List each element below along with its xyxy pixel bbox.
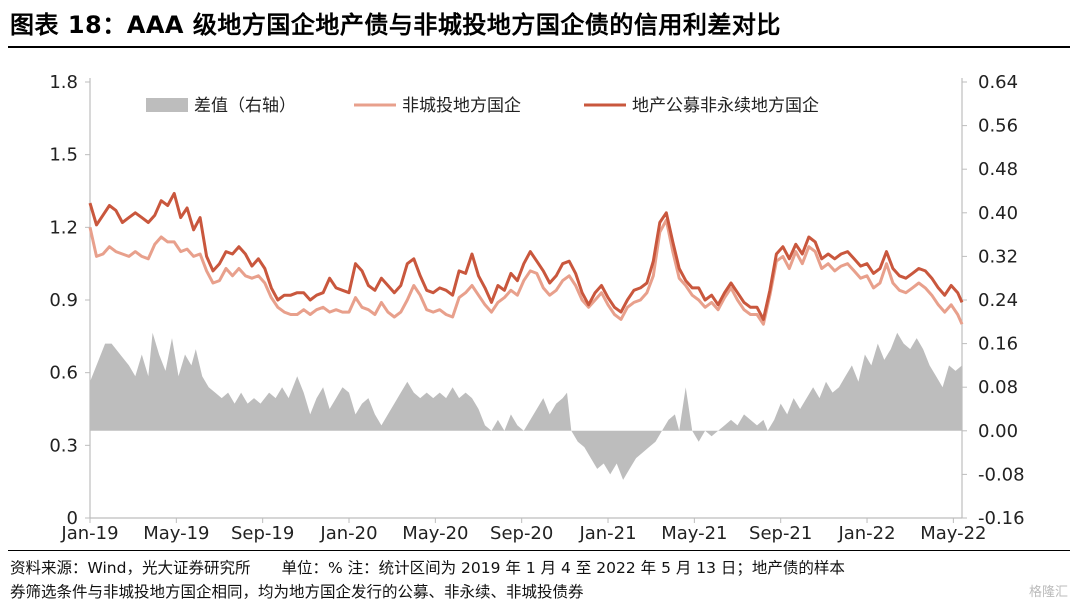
y-right-tick-label: 0.00 xyxy=(978,421,1018,442)
x-tick-label: Jan-21 xyxy=(578,523,636,544)
y-right-tick-label: 0.64 xyxy=(978,72,1018,93)
legend-label: 差值（右轴） xyxy=(194,96,296,116)
y-left-tick-label: 0.6 xyxy=(49,363,78,384)
x-tick-label: May-22 xyxy=(920,523,986,544)
legend-swatch-area xyxy=(146,98,188,112)
y-right-tick-label: 0.16 xyxy=(978,334,1018,355)
x-tick-label: Jan-20 xyxy=(319,523,377,544)
footnote-divider xyxy=(8,550,1070,551)
y-right-tick-label: 0.56 xyxy=(978,116,1018,137)
y-right-tick-label: -0.16 xyxy=(978,508,1025,529)
y-left-tick-label: 0 xyxy=(67,508,78,529)
y-left-tick-label: 1.2 xyxy=(49,217,78,238)
y-right-tick-label: 0.32 xyxy=(978,246,1018,267)
source-note-line2: 券筛选条件与非城投地方国企相同，均为地方国企发行的公募、非永续、非城投债券 xyxy=(10,583,584,601)
x-tick-label: Sep-19 xyxy=(231,523,294,544)
x-tick-label: May-20 xyxy=(402,523,468,544)
x-tick-label: Sep-21 xyxy=(749,523,812,544)
x-tick-label: Jan-22 xyxy=(837,523,895,544)
series-line-property-soe xyxy=(88,191,964,321)
chart-title: 图表 18：AAA 级地方国企地产债与非城投地方国企债的信用利差对比 xyxy=(10,11,781,39)
y-right-tick-label: 0.08 xyxy=(978,377,1018,398)
axes-layer: 0 0.3 0.6 0.9 1.2 1.5 1.8 -0.16 -0.08 0.00 0.08 0.1… xyxy=(49,72,1024,544)
series-area-diff xyxy=(90,332,962,480)
series-lines-layer xyxy=(88,191,964,326)
y-right-tick-label: 0.40 xyxy=(978,203,1018,224)
title-divider xyxy=(8,46,1070,48)
y-left-tick-label: 1.5 xyxy=(49,145,78,166)
x-tick-label: May-19 xyxy=(143,523,209,544)
y-right-tick-label: 0.24 xyxy=(978,290,1018,311)
y-left-tick-label: 0.3 xyxy=(49,435,78,456)
legend-label: 地产公募非永续地方国企 xyxy=(632,96,819,116)
y-left-tick-label: 1.8 xyxy=(49,72,78,93)
spread-area-layer xyxy=(90,332,962,480)
y-right-tick-label: 0.48 xyxy=(978,159,1018,180)
x-tick-label: Sep-20 xyxy=(490,523,553,544)
series-line-noncity-soe xyxy=(88,218,964,326)
watermark: 格隆汇 xyxy=(1028,585,1068,600)
legend-label: 非城投地方国企 xyxy=(402,96,521,116)
credit-spread-chart: 0 0.3 0.6 0.9 1.2 1.5 1.8 -0.16 -0.08 0.00 0.08 0.1… xyxy=(49,72,1024,544)
source-note-line1: 资料来源：Wind，光大证券研究所 单位：% 注：统计区间为 2019 年 1 … xyxy=(10,559,845,577)
x-tick-label: May-21 xyxy=(661,523,727,544)
y-left-tick-label: 0.9 xyxy=(49,290,78,311)
x-tick-label: Jan-19 xyxy=(60,523,118,544)
y-right-tick-label: -0.08 xyxy=(978,464,1025,485)
legend: 差值（右轴） 非城投地方国企 地产公募非永续地方国企 xyxy=(146,96,819,116)
